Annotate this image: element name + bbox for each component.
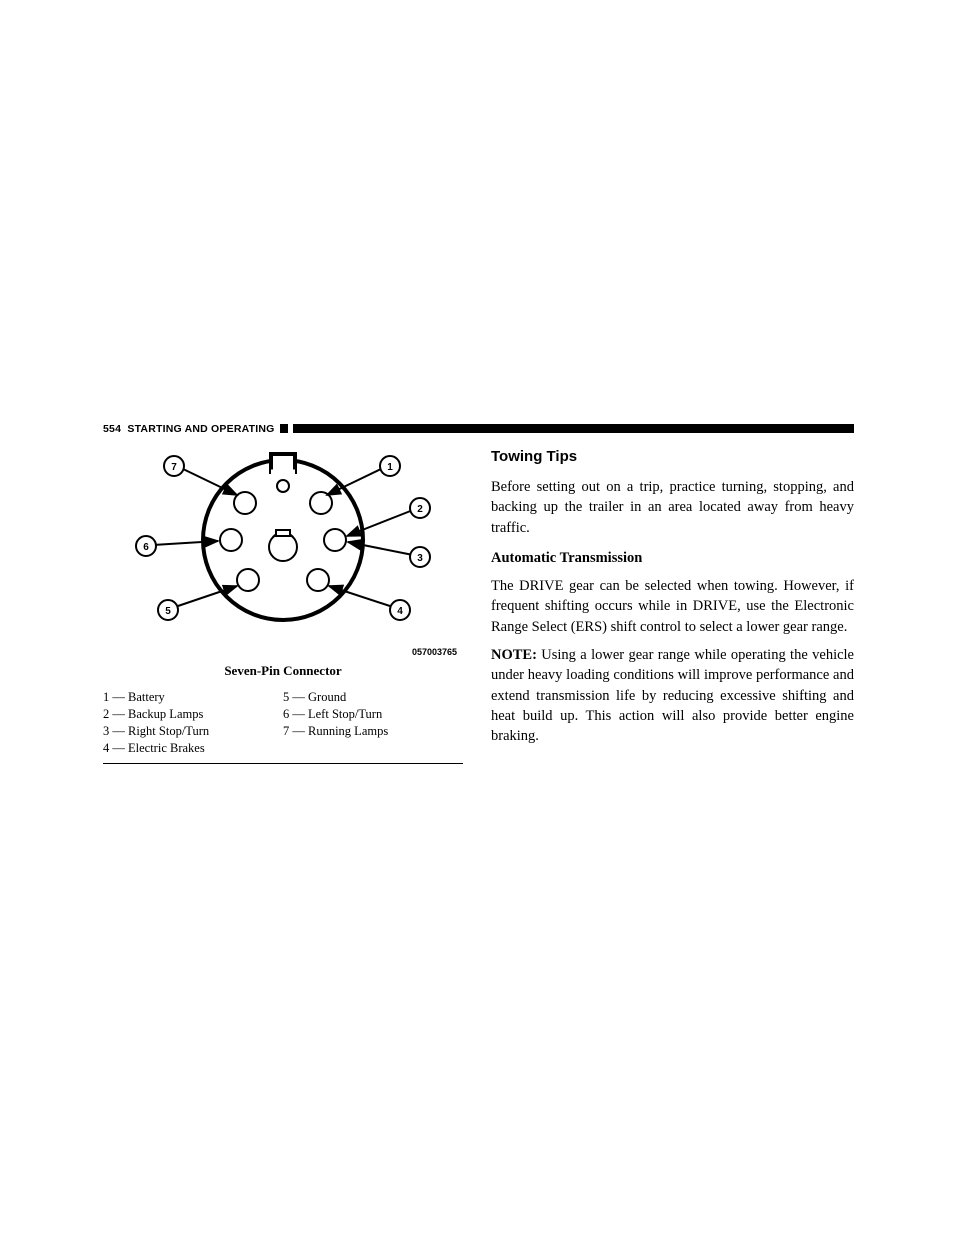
sub-heading: Automatic Transmission [491,548,854,568]
callout-7: 7 [171,462,177,473]
section-title: Towing Tips [491,446,854,467]
legend-right-col: 5 — Ground 6 — Left Stop/Turn 7 — Runnin… [283,689,463,757]
header-accent-bar [280,424,288,433]
legend-item: 1 — Battery [103,689,283,706]
callout-5: 5 [165,606,171,617]
callout-3: 3 [417,553,423,564]
callout-2: 2 [417,504,423,515]
legend-item: 4 — Electric Brakes [103,740,283,757]
legend-item: 2 — Backup Lamps [103,706,283,723]
callout-6: 6 [143,542,149,553]
page-number: 554 [103,423,121,435]
callout-4: 4 [397,606,403,617]
seven-pin-diagram: 1 2 3 4 [103,440,463,679]
legend-item: 3 — Right Stop/Turn [103,723,283,740]
header-rule [293,424,854,433]
legend-item: 5 — Ground [283,689,463,706]
note-paragraph: NOTE: Using a lower gear range while ope… [491,645,854,746]
callout-1: 1 [387,462,393,473]
section-name: STARTING AND OPERATING [127,423,274,435]
paragraph: The DRIVE gear can be selected when towi… [491,576,854,637]
legend-item: 7 — Running Lamps [283,723,463,740]
connector-svg: 1 2 3 4 [113,440,453,640]
figure-caption: Seven-Pin Connector [103,663,463,679]
image-code: 057003765 [103,647,457,657]
legend-item: 6 — Left Stop/Turn [283,706,463,723]
note-text: Using a lower gear range while operating… [491,647,854,744]
note-label: NOTE: [491,647,537,663]
right-column: Towing Tips Before setting out on a trip… [491,440,854,764]
paragraph: Before setting out on a trip, practice t… [491,477,854,538]
page-header: 554 STARTING AND OPERATING [103,423,275,435]
left-column: 1 2 3 4 [103,440,463,764]
legend-left-col: 1 — Battery 2 — Backup Lamps 3 — Right S… [103,689,283,757]
legend: 1 — Battery 2 — Backup Lamps 3 — Right S… [103,689,463,764]
